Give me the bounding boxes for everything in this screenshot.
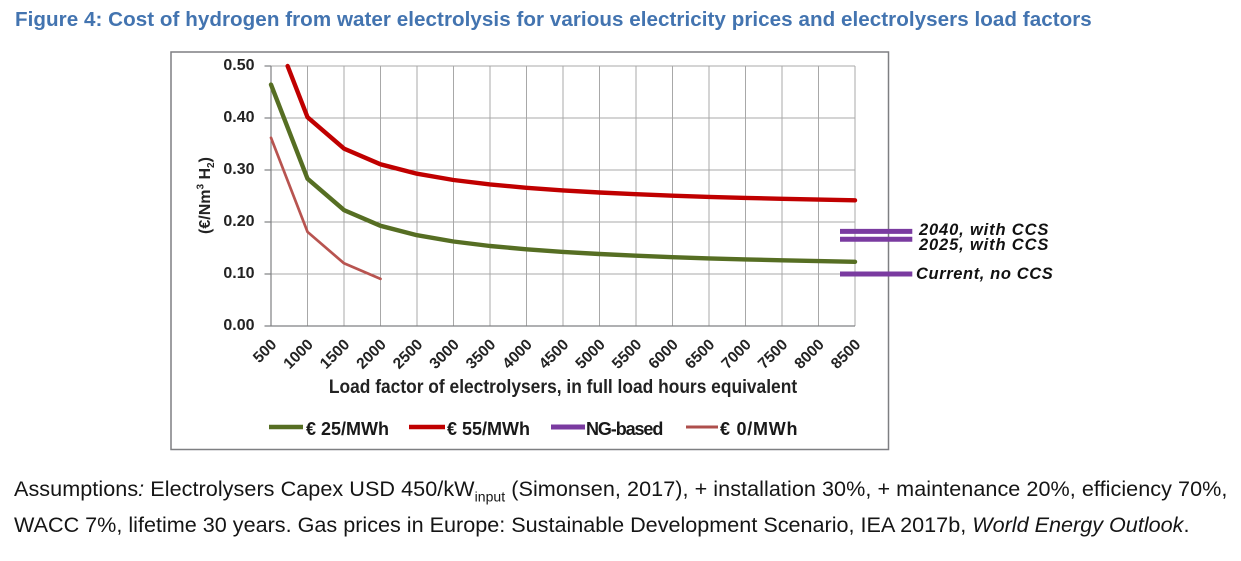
svg-text:8000: 8000 xyxy=(791,336,827,372)
svg-text:1000: 1000 xyxy=(280,336,316,372)
svg-text:1500: 1500 xyxy=(317,336,353,372)
svg-text:8500: 8500 xyxy=(828,336,864,372)
svg-text:2000: 2000 xyxy=(353,336,389,372)
svg-text:6500: 6500 xyxy=(682,336,718,372)
svg-text:7500: 7500 xyxy=(755,336,791,372)
svg-text:5500: 5500 xyxy=(609,336,645,372)
svg-text:2500: 2500 xyxy=(390,336,426,372)
svg-text:4500: 4500 xyxy=(536,336,572,372)
svg-text:3000: 3000 xyxy=(426,336,462,372)
svg-text:6000: 6000 xyxy=(645,336,681,372)
svg-text:5000: 5000 xyxy=(572,336,608,372)
svg-text:7000: 7000 xyxy=(718,336,754,372)
svg-text:4000: 4000 xyxy=(499,336,535,372)
svg-text:500: 500 xyxy=(250,336,280,366)
svg-text:3500: 3500 xyxy=(463,336,499,372)
